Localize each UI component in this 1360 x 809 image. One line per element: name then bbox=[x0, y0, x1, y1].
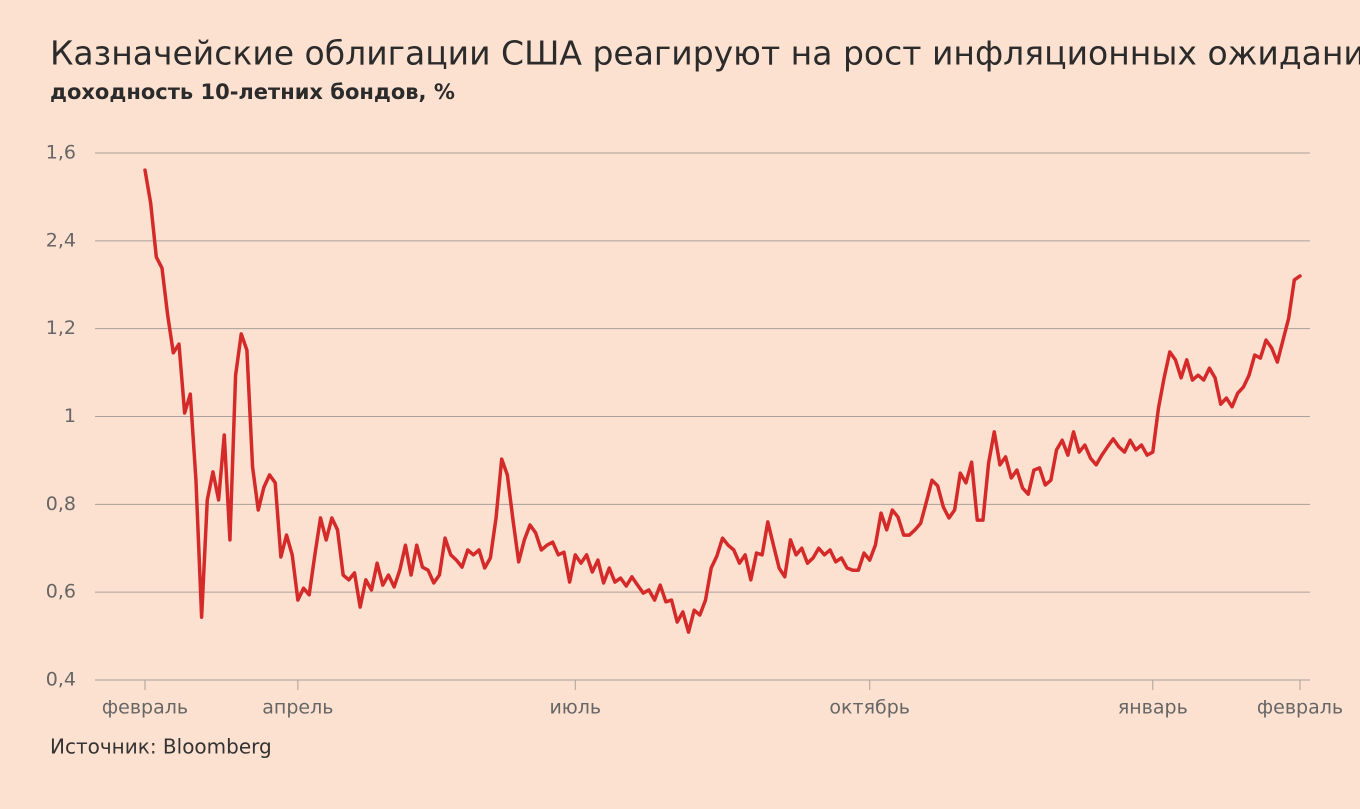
y-tick-label: 1 bbox=[64, 405, 76, 427]
y-tick-label: 0,8 bbox=[46, 493, 76, 515]
x-tick-label: октябрь bbox=[829, 697, 910, 719]
y-tick-label: 0,6 bbox=[46, 581, 76, 603]
y-tick-label: 1,6 bbox=[46, 142, 76, 164]
x-tick-label: июль bbox=[549, 697, 601, 719]
x-tick-label: февраль bbox=[102, 697, 188, 719]
y-tick-label: 0,4 bbox=[46, 669, 76, 691]
y-tick-label: 2,4 bbox=[46, 229, 76, 251]
chart-title: Казначейские облигации США реагируют на … bbox=[50, 34, 1360, 73]
x-tick-label: январь bbox=[1118, 697, 1188, 719]
chart-subtitle: доходность 10-летних бондов, % bbox=[50, 80, 455, 104]
y-tick-label: 1,2 bbox=[46, 317, 76, 339]
source-note: Источник: Bloomberg bbox=[50, 735, 272, 759]
x-tick-label: февраль bbox=[1257, 697, 1343, 719]
x-tick-label: апрель bbox=[262, 697, 333, 719]
yield-line bbox=[143, 168, 1302, 634]
